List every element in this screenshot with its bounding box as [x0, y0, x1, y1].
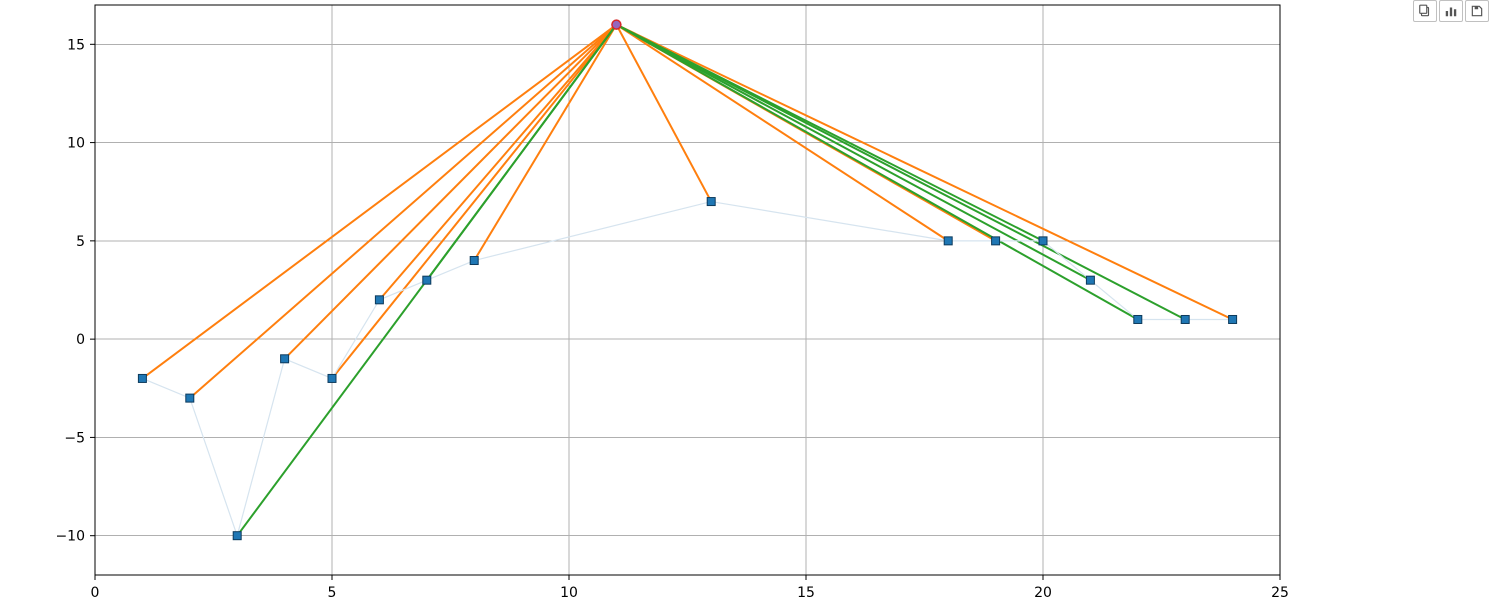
toolbar-chart-button[interactable]: [1439, 0, 1463, 22]
point-marker: [1086, 276, 1094, 284]
point-marker: [1181, 315, 1189, 323]
xtick-label: 5: [328, 585, 337, 601]
chart-container: 0 5 10 15 20 25 −10 −5 0 5 10 15: [0, 0, 1493, 610]
point-marker: [186, 394, 194, 402]
save-icon: [1470, 4, 1484, 18]
point-marker: [707, 198, 715, 206]
xtick-label: 25: [1271, 585, 1289, 601]
ytick-label: 0: [76, 332, 85, 348]
point-marker: [1039, 237, 1047, 245]
point-marker: [281, 355, 289, 363]
point-marker: [423, 276, 431, 284]
point-marker: [470, 257, 478, 265]
toolbar-copy-button[interactable]: [1413, 0, 1437, 22]
xtick-label: 10: [560, 585, 578, 601]
ytick-label: −5: [64, 430, 85, 446]
point-marker: [992, 237, 1000, 245]
xtick-label: 0: [91, 585, 100, 601]
ytick-label: −10: [55, 529, 85, 545]
point-marker: [375, 296, 383, 304]
point-marker: [1134, 315, 1142, 323]
ytick-label: 15: [67, 37, 85, 53]
apex-marker: [612, 20, 621, 29]
point-marker: [1229, 315, 1237, 323]
ytick-label: 5: [76, 234, 85, 250]
copy-icon: [1418, 4, 1432, 18]
point-marker: [328, 374, 336, 382]
chart-svg: 0 5 10 15 20 25 −10 −5 0 5 10 15: [0, 0, 1493, 610]
xtick-label: 15: [797, 585, 815, 601]
toolbar-save-button[interactable]: [1465, 0, 1489, 22]
xtick-label: 20: [1034, 585, 1052, 601]
bar-chart-icon: [1444, 4, 1458, 18]
point-marker: [233, 532, 241, 540]
ytick-label: 10: [67, 136, 85, 152]
plot-toolbar: [1413, 0, 1489, 22]
point-marker: [138, 374, 146, 382]
point-marker: [944, 237, 952, 245]
